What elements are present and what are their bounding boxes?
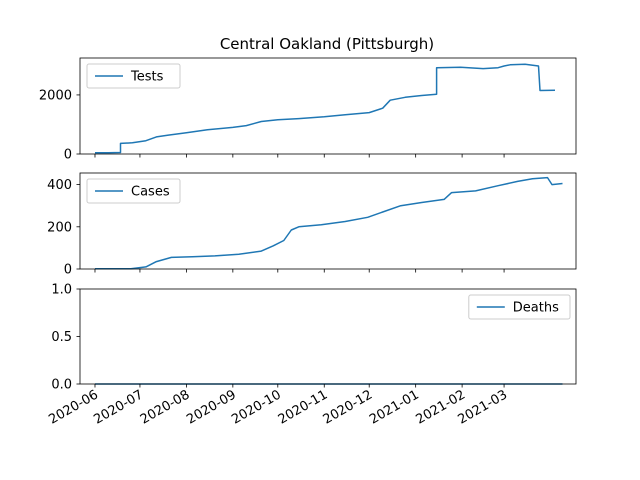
legend-box-tests <box>86 63 181 89</box>
legend-label-deaths: Deaths <box>513 301 559 316</box>
subplot-tests: 0 2000 Tests <box>39 57 577 163</box>
series-line-cases <box>95 176 563 270</box>
y-tick-label-cases: 400 <box>47 178 72 193</box>
subplots: 0 2000 Tests 0 200 400 Cases 0.0 0.5 1.0 Deaths <box>39 57 577 393</box>
subplot-cases: 0 200 400 Cases <box>47 172 577 278</box>
legend-box-deaths <box>468 294 571 320</box>
y-tick-label-cases: 200 <box>47 220 72 235</box>
axes-frame-cases <box>79 172 577 270</box>
legend-tests: Tests <box>86 63 181 89</box>
y-tick-label-cases: 0 <box>64 263 72 278</box>
chart-title: Central Oakland (Pittsburgh) <box>220 35 434 53</box>
subplot-deaths: 0.0 0.5 1.0 Deaths <box>51 283 577 393</box>
legend-deaths: Deaths <box>468 294 571 320</box>
y-tick-label-tests: 2000 <box>39 88 72 103</box>
y-tick-label-deaths: 0.0 <box>51 378 72 393</box>
y-tick-label-deaths: 1.0 <box>51 283 72 298</box>
legend-box-cases <box>86 178 181 204</box>
legend-cases: Cases <box>86 178 181 204</box>
legend-label-cases: Cases <box>131 185 170 200</box>
y-tick-label-deaths: 0.5 <box>51 330 72 345</box>
y-tick-label-tests: 0 <box>64 148 72 163</box>
legend-label-tests: Tests <box>130 70 164 85</box>
axes-frame-tests <box>79 57 577 155</box>
series-line-tests <box>94 63 556 154</box>
